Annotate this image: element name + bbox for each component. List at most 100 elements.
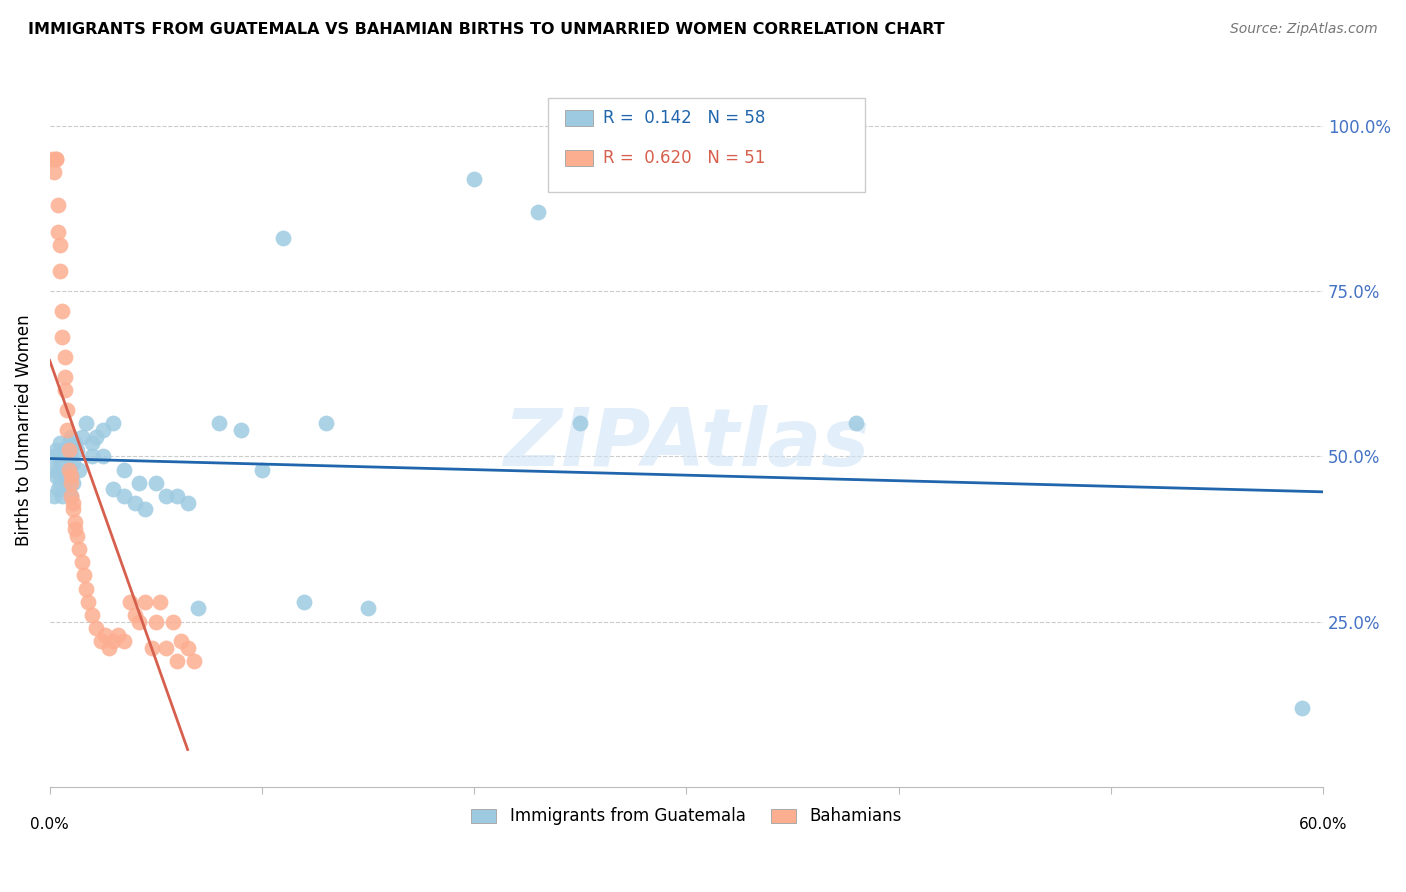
Point: [53, 442, 76, 457]
Point: [70, 555, 93, 569]
Point: [45, 469, 67, 483]
Point: [51, 489, 73, 503]
Point: [166, 489, 188, 503]
Point: [128, 475, 150, 490]
Text: Source: ZipAtlas.com: Source: ZipAtlas.com: [1230, 22, 1378, 37]
Point: [94, 628, 117, 642]
Point: [45, 152, 67, 166]
Point: [53, 469, 76, 483]
Point: [86, 429, 108, 443]
Point: [112, 634, 135, 648]
Point: [155, 489, 177, 503]
Point: [45, 152, 67, 166]
Point: [103, 634, 125, 648]
Point: [91, 423, 114, 437]
Point: [63, 522, 86, 536]
Point: [70, 429, 93, 443]
Point: [59, 469, 82, 483]
Point: [315, 417, 337, 431]
Point: [155, 640, 177, 655]
Point: [271, 231, 294, 245]
Point: [67, 462, 90, 476]
Point: [103, 483, 125, 497]
Point: [49, 436, 72, 450]
Point: [134, 502, 156, 516]
Point: [62, 456, 84, 470]
Point: [59, 489, 82, 503]
Point: [62, 475, 84, 490]
Point: [357, 601, 380, 615]
Point: [76, 595, 98, 609]
Point: [49, 264, 72, 278]
Point: [59, 469, 82, 483]
Point: [46, 483, 69, 497]
Point: [53, 384, 76, 398]
Point: [53, 370, 76, 384]
Point: [59, 450, 82, 464]
Point: [51, 456, 73, 470]
Point: [46, 198, 69, 212]
Text: 60.0%: 60.0%: [1299, 817, 1347, 832]
Point: [58, 462, 80, 476]
Point: [51, 330, 73, 344]
Point: [45, 442, 67, 457]
Point: [82, 436, 104, 450]
Point: [120, 595, 142, 609]
Point: [63, 516, 86, 530]
Point: [91, 450, 114, 464]
Point: [66, 442, 89, 457]
Point: [90, 634, 112, 648]
Point: [250, 462, 273, 476]
Point: [124, 607, 146, 622]
Point: [112, 462, 135, 476]
Point: [66, 529, 89, 543]
Point: [103, 417, 125, 431]
Point: [58, 436, 80, 450]
Point: [62, 502, 84, 516]
Point: [59, 475, 82, 490]
Point: [176, 495, 198, 509]
Point: [229, 423, 252, 437]
Point: [112, 489, 135, 503]
Point: [75, 417, 97, 431]
Point: [41, 152, 63, 166]
Point: [49, 475, 72, 490]
Point: [42, 165, 65, 179]
Point: [58, 462, 80, 476]
Point: [187, 601, 209, 615]
Point: [51, 304, 73, 318]
Point: [63, 436, 86, 450]
Point: [67, 541, 90, 556]
Point: [41, 462, 63, 476]
Point: [145, 475, 167, 490]
Point: [141, 640, 163, 655]
Point: [58, 442, 80, 457]
Point: [86, 621, 108, 635]
Point: [72, 568, 94, 582]
Point: [82, 450, 104, 464]
Point: [46, 462, 69, 476]
Text: IMMIGRANTS FROM GUATEMALA VS BAHAMIAN BIRTHS TO UNMARRIED WOMEN CORRELATION CHAR: IMMIGRANTS FROM GUATEMALA VS BAHAMIAN BI…: [28, 22, 945, 37]
Point: [149, 595, 172, 609]
Point: [128, 615, 150, 629]
Point: [134, 595, 156, 609]
Point: [569, 417, 592, 431]
Point: [208, 417, 231, 431]
Text: R =  0.142   N = 58: R = 0.142 N = 58: [603, 109, 765, 127]
Point: [527, 204, 550, 219]
Point: [46, 225, 69, 239]
Y-axis label: Births to Unmarried Women: Births to Unmarried Women: [15, 314, 32, 546]
Point: [292, 595, 315, 609]
Point: [59, 429, 82, 443]
Point: [49, 237, 72, 252]
Point: [75, 582, 97, 596]
Point: [55, 450, 77, 464]
Point: [98, 640, 121, 655]
Point: [42, 450, 65, 464]
Point: [62, 495, 84, 509]
Point: [166, 654, 188, 668]
Point: [82, 607, 104, 622]
Text: R =  0.620   N = 51: R = 0.620 N = 51: [603, 149, 765, 167]
Point: [55, 403, 77, 417]
Point: [55, 475, 77, 490]
